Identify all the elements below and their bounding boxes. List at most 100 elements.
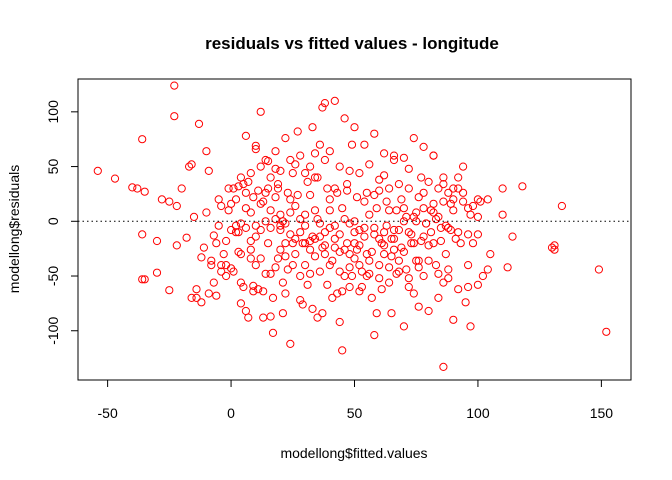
data-point <box>266 269 275 278</box>
data-point <box>246 208 255 217</box>
data-point <box>483 265 492 274</box>
data-point <box>414 193 423 202</box>
data-point <box>362 271 371 281</box>
data-point <box>308 304 317 313</box>
data-point <box>251 141 260 150</box>
data-point <box>338 204 347 213</box>
data-point <box>350 228 359 237</box>
data-point <box>380 241 389 250</box>
data-point <box>231 228 241 237</box>
data-point <box>234 228 243 237</box>
data-point <box>241 131 250 140</box>
data-point <box>271 193 280 202</box>
data-point <box>217 201 226 211</box>
data-point <box>547 243 557 252</box>
y-tick-label: 100 <box>45 100 61 124</box>
x-axis: -50 0 50 100 150 <box>98 379 614 421</box>
data-point <box>293 190 302 200</box>
data-point <box>399 153 408 162</box>
data-point <box>315 232 324 241</box>
data-point <box>212 291 221 300</box>
data-point <box>464 282 473 292</box>
data-point <box>407 230 416 239</box>
data-point <box>343 186 352 195</box>
data-point <box>320 228 329 237</box>
data-point <box>301 239 310 248</box>
data-point <box>256 107 265 116</box>
data-point <box>335 267 344 276</box>
data-point <box>385 184 394 193</box>
data-point <box>217 261 226 270</box>
data-point <box>133 184 142 193</box>
data-point <box>380 250 389 259</box>
data-point <box>365 160 374 169</box>
data-point <box>478 271 487 281</box>
data-point <box>227 199 236 208</box>
data-point <box>412 208 421 217</box>
data-point <box>214 221 223 230</box>
data-point <box>298 239 307 248</box>
data-point <box>330 96 339 106</box>
data-point <box>375 175 384 184</box>
data-point <box>138 230 147 239</box>
data-point <box>249 193 258 202</box>
data-point <box>338 346 347 355</box>
data-point <box>385 278 394 287</box>
data-point <box>320 241 329 250</box>
data-point <box>372 204 381 213</box>
x-tick-label: 150 <box>590 405 614 421</box>
chart-title: residuals vs fitted values - longitude <box>205 34 499 53</box>
data-point <box>335 162 344 171</box>
data-point <box>189 212 199 221</box>
data-point <box>444 274 453 283</box>
data-point <box>281 289 290 298</box>
data-point <box>414 302 423 311</box>
data-point <box>310 173 320 182</box>
data-point <box>434 293 443 302</box>
data-point <box>375 261 384 270</box>
data-point <box>310 206 320 215</box>
data-point <box>192 285 201 294</box>
data-point <box>464 230 473 239</box>
data-point <box>271 263 280 272</box>
data-point <box>172 241 181 250</box>
data-point <box>431 261 441 270</box>
data-point <box>389 234 399 243</box>
data-point <box>165 286 174 295</box>
data-point <box>281 219 290 228</box>
data-point <box>266 223 275 232</box>
data-point <box>365 210 374 219</box>
data-point <box>402 265 411 274</box>
data-point <box>298 300 307 309</box>
data-point <box>387 234 396 243</box>
data-point <box>357 282 366 292</box>
data-point <box>256 254 265 263</box>
data-point <box>345 219 354 228</box>
data-point <box>246 169 255 178</box>
data-point <box>370 129 379 138</box>
data-point <box>464 261 473 270</box>
data-point <box>291 201 300 211</box>
data-point <box>325 223 334 232</box>
data-point <box>152 268 162 277</box>
data-point <box>286 339 295 348</box>
data-point <box>404 184 413 193</box>
data-point <box>187 160 196 169</box>
data-point <box>394 267 403 276</box>
data-point <box>345 282 354 292</box>
data-point <box>417 236 426 246</box>
data-point <box>254 285 263 294</box>
data-point <box>380 149 389 158</box>
data-point <box>236 278 245 287</box>
data-point <box>439 173 448 182</box>
data-point <box>256 199 265 208</box>
data-point <box>286 208 295 217</box>
data-point <box>301 210 310 219</box>
data-point <box>449 206 458 215</box>
data-point <box>268 293 278 302</box>
data-point <box>466 322 475 331</box>
data-point <box>468 201 478 211</box>
data-point <box>397 243 406 252</box>
data-point <box>392 269 401 278</box>
data-point <box>266 206 275 215</box>
